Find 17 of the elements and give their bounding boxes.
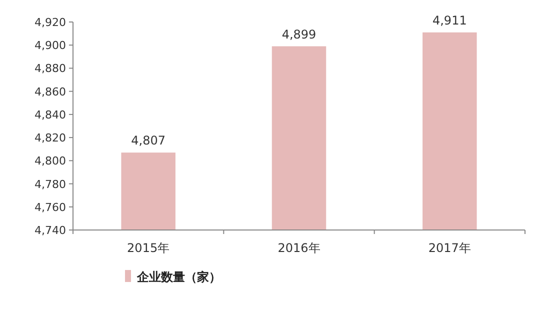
- x-tick-label: 2015年: [127, 241, 170, 255]
- y-tick-label: 4,740: [34, 224, 66, 237]
- y-tick-label: 4,840: [34, 108, 66, 122]
- y-tick-label: 4,760: [34, 200, 66, 214]
- y-tick-label: 4,820: [34, 132, 66, 145]
- y-tick-label: 4,800: [34, 154, 66, 168]
- x-tick-label: 2016年: [278, 241, 320, 255]
- x-tick-label: 2017年: [428, 241, 471, 255]
- data-label: 4,911: [432, 13, 467, 28]
- data-label: 4,807: [131, 134, 166, 148]
- y-tick-label: 4,920: [34, 16, 66, 29]
- y-tick-label: 4,860: [34, 85, 66, 98]
- y-tick-label: 4,780: [34, 178, 66, 191]
- y-tick-label: 4,900: [34, 39, 66, 52]
- data-label: 4,899: [282, 27, 316, 42]
- legend-label: 企业数量（家）: [136, 270, 221, 284]
- y-tick-label: 4,880: [34, 62, 66, 76]
